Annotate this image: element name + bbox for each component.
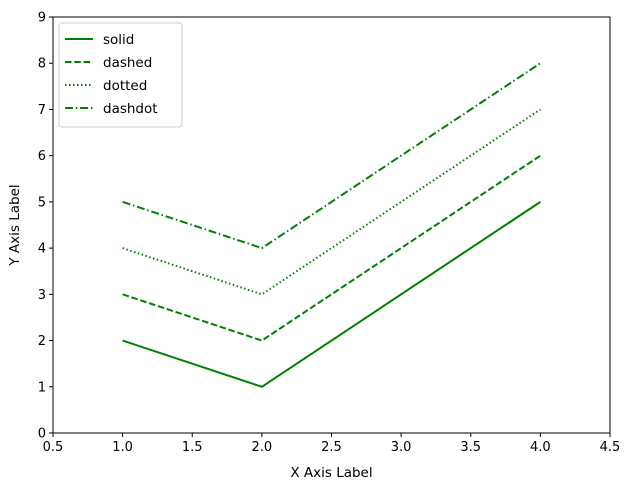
legend-label-solid: solid — [103, 32, 134, 48]
x-tick-label: 4.5 — [600, 440, 621, 455]
x-tick-label: 4.0 — [530, 440, 551, 455]
x-tick-label: 2.0 — [252, 440, 273, 455]
y-tick-label: 5 — [38, 195, 46, 210]
y-tick-label: 8 — [38, 57, 46, 72]
series-line-dashdot — [122, 62, 541, 250]
y-axis-label: Y Axis Label — [7, 184, 23, 266]
legend: solid dashed dotted dashdot — [58, 22, 183, 128]
series-line-dotted — [122, 108, 541, 296]
x-tick-label: 2.5 — [321, 440, 342, 455]
y-tick-label: 1 — [38, 380, 46, 395]
x-axis-label: X Axis Label — [290, 465, 372, 481]
x-tick-label: 1.5 — [182, 440, 203, 455]
x-tick-label: 3.0 — [391, 440, 412, 455]
series-layer — [122, 62, 541, 388]
y-tick-label: 3 — [38, 288, 46, 303]
x-tick-label: 1.0 — [112, 440, 133, 455]
legend-label-dotted: dotted — [103, 78, 147, 94]
x-ticks: 0.5 1.0 1.5 2.0 2.5 3.0 3.5 4.0 4.5 — [43, 433, 621, 455]
legend-label-dashdot: dashdot — [103, 101, 158, 117]
y-tick-label: 9 — [38, 11, 46, 26]
y-tick-label: 0 — [38, 427, 46, 442]
y-tick-label: 7 — [38, 103, 46, 118]
legend-label-dashed: dashed — [103, 55, 152, 71]
y-ticks: 0 1 2 3 4 5 6 7 8 9 — [38, 11, 53, 442]
y-tick-label: 2 — [38, 334, 46, 349]
x-tick-label: 3.5 — [460, 440, 481, 455]
series-line-solid — [122, 201, 541, 388]
y-tick-label: 6 — [38, 149, 46, 164]
legend-box — [58, 22, 183, 128]
x-tick-label: 0.5 — [43, 440, 64, 455]
series-line-dashed — [122, 154, 541, 342]
y-tick-label: 4 — [38, 242, 46, 257]
